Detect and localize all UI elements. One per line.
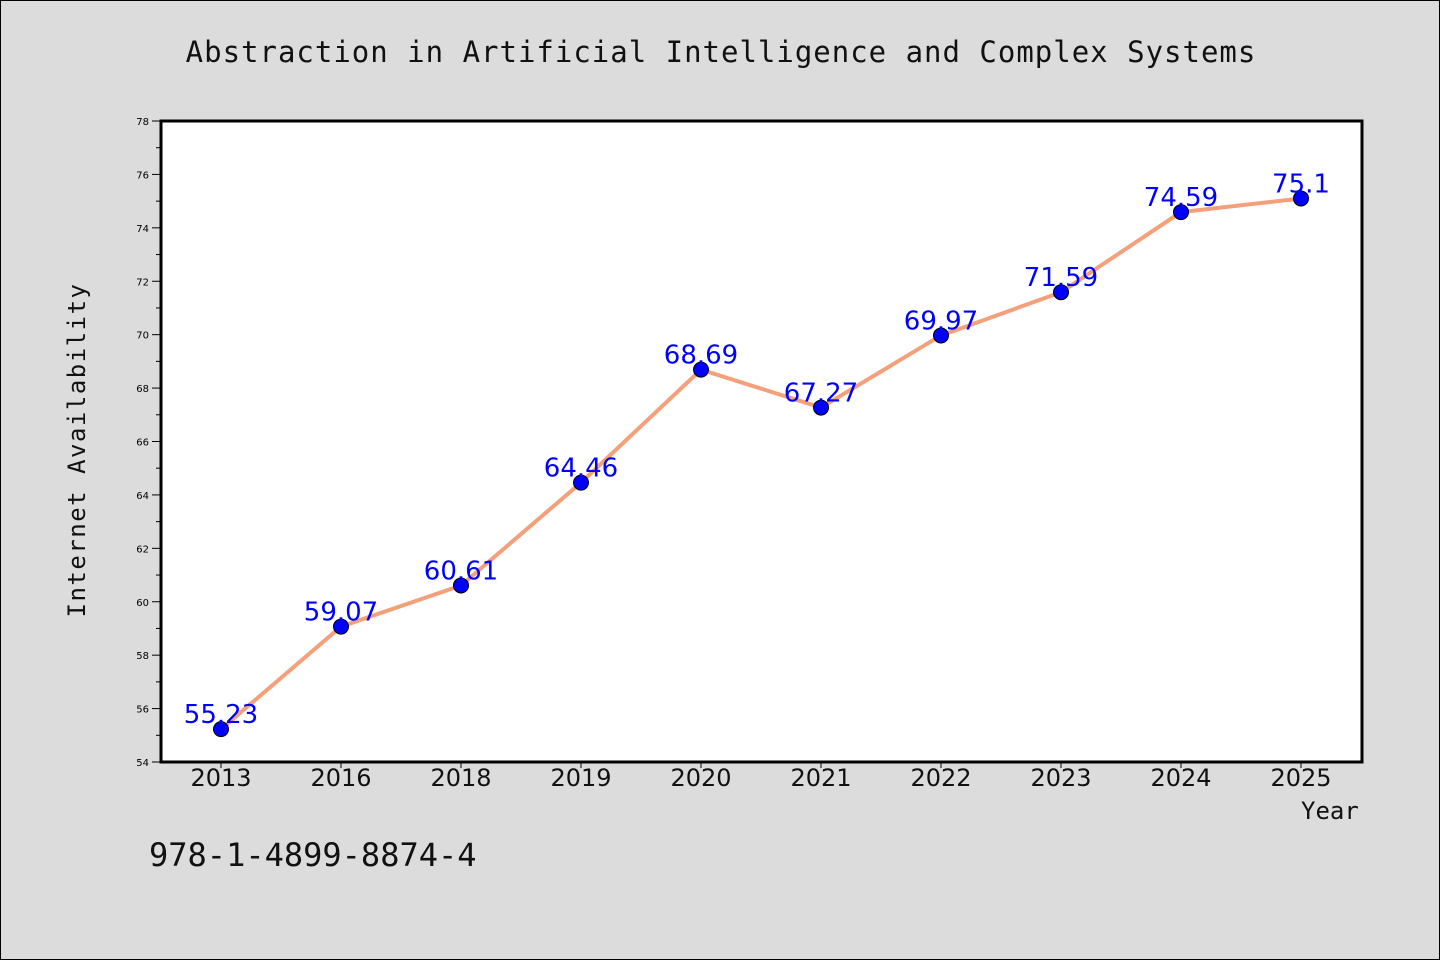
data-label: 64.46 [544,454,618,484]
y-tick-label: 76 [136,170,149,181]
x-axis-ticks: 2013 2016 2018 2019 2020 2021 2022 2023 2024 2025 [190,762,1332,792]
y-tick-label: 54 [136,758,149,769]
data-point [1173,204,1189,221]
x-tick-label: 2018 [430,764,491,792]
x-tick-label: 2021 [790,764,851,792]
x-tick-label: 2022 [910,764,971,792]
y-tick-label: 72 [136,277,149,288]
x-tick-label: 2024 [1150,764,1211,792]
data-label: 59.07 [304,598,378,628]
y-tick-label: 60 [136,598,149,609]
x-tick-label: 2019 [550,764,611,792]
data-label: 74.59 [1144,183,1218,213]
y-axis-ticks: 54 56 58 60 62 64 66 68 70 72 74 76 78 [136,117,161,769]
data-point [693,361,709,378]
y-tick-label: 74 [136,224,149,235]
data-point [1293,190,1309,207]
y-tick-label: 56 [136,705,149,716]
series-line [219,196,1303,732]
data-label: 67.27 [784,379,858,409]
chart-title: Abstraction in Artificial Intelligence a… [185,35,1257,69]
data-point [453,577,469,594]
data-label: 69.97 [904,306,978,336]
y-tick-label: 68 [136,384,149,395]
data-point [933,327,949,344]
data-point [333,618,349,635]
data-label: 68.69 [664,341,738,371]
data-point [813,399,829,416]
x-tick-label: 2013 [190,764,251,792]
data-label: 71.59 [1024,263,1098,293]
data-point [573,474,589,491]
data-label: 60.61 [424,556,498,586]
y-tick-label: 62 [136,544,149,555]
isbn-text: 978-1-4899-8874-4 [149,836,477,874]
y-tick-label: 66 [136,438,149,449]
x-tick-label: 2025 [1270,764,1331,792]
y-tick-label: 78 [136,117,149,128]
plot-background [159,119,1364,764]
y-tick-label: 64 [136,491,149,502]
series-layer: 55.23 59.07 60.61 64.46 68.69 67.27 69.97 71.59… [184,169,1330,738]
x-axis-label: Year [1301,797,1359,825]
data-point [1053,284,1069,301]
y-tick-label: 58 [136,651,149,662]
data-label: 75.1 [1272,169,1330,199]
data-label: 55.23 [184,700,258,730]
x-tick-label: 2020 [670,764,731,792]
y-tick-label: 70 [136,331,149,342]
data-point [213,721,229,738]
x-tick-label: 2016 [310,764,371,792]
x-tick-label: 2023 [1030,764,1091,792]
